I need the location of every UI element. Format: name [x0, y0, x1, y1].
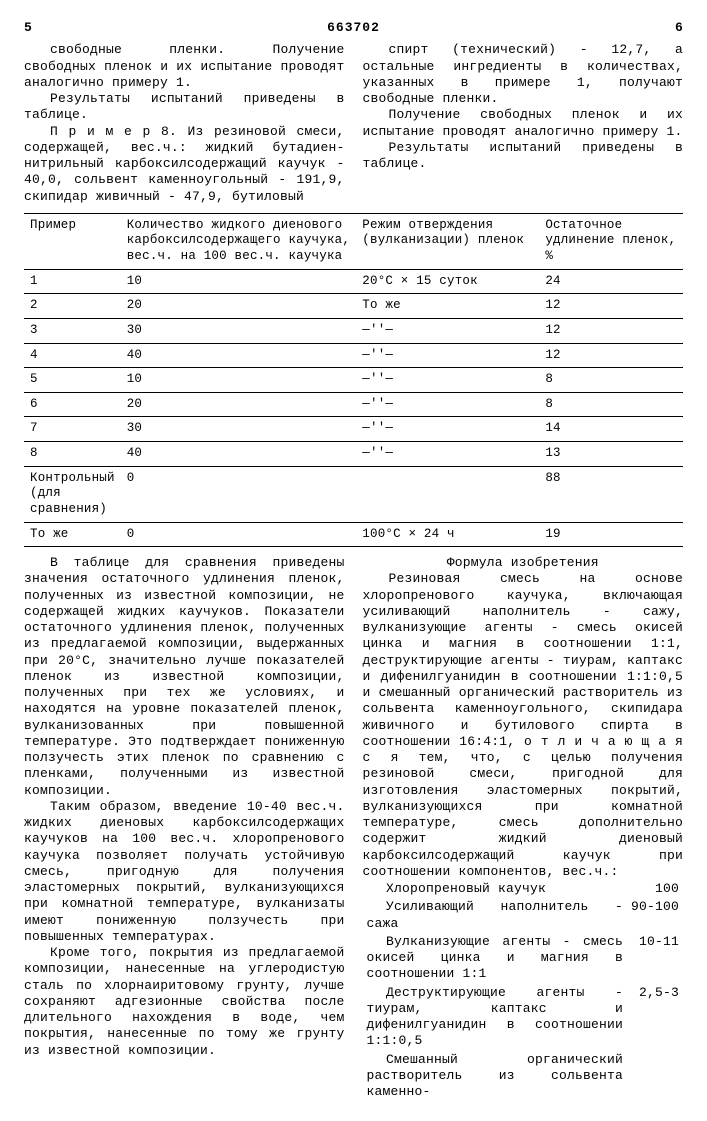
table-cell: —''— [356, 417, 539, 442]
table-cell: 40 [121, 343, 357, 368]
recipe-value: 10-11 [627, 933, 683, 984]
recipe-row: Деструктирующие агенты - тиурам, каптакс… [363, 984, 684, 1051]
recipe-value: 100 [627, 880, 683, 898]
paragraph: П р и м е р 8. Из резиновой смеси, содер… [24, 124, 345, 205]
table-cell: 8 [539, 368, 683, 393]
table-row: 510—''—8 [24, 368, 683, 393]
table-cell: 40 [121, 442, 357, 467]
top-columns: свободные пленки. Получение свободных пл… [24, 42, 683, 205]
table-cell: 30 [121, 318, 357, 343]
table-cell: 14 [539, 417, 683, 442]
bottom-left-col: В таблице для сравнения приведены значен… [24, 555, 345, 1101]
recipe-name: Усиливающий наполнитель - сажа [363, 898, 627, 933]
table-cell: —''— [356, 392, 539, 417]
paragraph: Таким образом, введение 10-40 вес.ч. жид… [24, 799, 345, 945]
paragraph: Результаты испытаний приведены в таблице… [24, 91, 345, 124]
page-num-right: 6 [675, 20, 683, 36]
paragraph: В таблице для сравнения приведены значен… [24, 555, 345, 799]
table-header: Количество жидкого диенового карбоксилсо… [121, 213, 357, 269]
bottom-right-col: Формула изобретения Резиновая смесь на о… [363, 555, 684, 1101]
table-cell: То же [356, 294, 539, 319]
table-cell [356, 466, 539, 522]
recipe-value [627, 1051, 683, 1102]
table-cell: 24 [539, 269, 683, 294]
recipe-row: Усиливающий наполнитель - сажа90-100 [363, 898, 684, 933]
recipe-row: Хлоропреновый каучук100 [363, 880, 684, 898]
paragraph: Кроме того, покрытия из предлагаемой ком… [24, 945, 345, 1059]
top-right-col: спирт (технический) - 12,7, а остальные … [363, 42, 684, 205]
table-cell: 100°С × 24 ч [356, 522, 539, 547]
table-row: 11020°С × 15 суток24 [24, 269, 683, 294]
table-cell: —''— [356, 318, 539, 343]
recipe-name: Деструктирующие агенты - тиурам, каптакс… [363, 984, 627, 1051]
table-cell: 3 [24, 318, 121, 343]
paragraph: спирт (технический) - 12,7, а остальные … [363, 42, 684, 107]
bottom-columns: В таблице для сравнения приведены значен… [24, 555, 683, 1101]
patent-number: 663702 [327, 20, 380, 36]
table-row: 840—''—13 [24, 442, 683, 467]
table-cell: 12 [539, 318, 683, 343]
recipe-row: Смешанный органический растворитель из с… [363, 1051, 684, 1102]
recipe-name: Вулканизующие агенты - смесь окисей цинк… [363, 933, 627, 984]
table-cell: 1 [24, 269, 121, 294]
page-header: 5 663702 6 [24, 20, 683, 36]
table-cell: 13 [539, 442, 683, 467]
recipe-name: Смешанный органический растворитель из с… [363, 1051, 627, 1102]
table-cell: —''— [356, 368, 539, 393]
table-cell: Контрольный (для сравнения) [24, 466, 121, 522]
table-row: Контрольный (для сравнения)0 88 [24, 466, 683, 522]
table-cell: 6 [24, 392, 121, 417]
table-row: 440—''—12 [24, 343, 683, 368]
paragraph: Результаты испытаний приведены в таблице… [363, 140, 684, 173]
table-header: Пример [24, 213, 121, 269]
formula-title: Формула изобретения [363, 555, 684, 571]
table-header: Режим отверждения (вулканизации) пленок [356, 213, 539, 269]
table-cell: —''— [356, 442, 539, 467]
recipe-row: Вулканизующие агенты - смесь окисей цинк… [363, 933, 684, 984]
recipe-table: Хлоропреновый каучук100Усиливающий напол… [363, 880, 684, 1101]
table-cell: 0 [121, 522, 357, 547]
results-table: Пример Количество жидкого диенового карб… [24, 213, 683, 547]
recipe-value: 2,5-3 [627, 984, 683, 1051]
table-cell: То же [24, 522, 121, 547]
table-cell: 88 [539, 466, 683, 522]
table-header: Остаточное удлинение пленок, % [539, 213, 683, 269]
table-cell: 10 [121, 368, 357, 393]
table-row: 220То же12 [24, 294, 683, 319]
table-cell: 10 [121, 269, 357, 294]
table-cell: 30 [121, 417, 357, 442]
table-cell: 4 [24, 343, 121, 368]
table-row: 730—''—14 [24, 417, 683, 442]
recipe-value: 90-100 [627, 898, 683, 933]
table-cell: 8 [539, 392, 683, 417]
table-cell: 2 [24, 294, 121, 319]
table-cell: 20 [121, 294, 357, 319]
table-cell: 7 [24, 417, 121, 442]
top-left-col: свободные пленки. Получение свободных пл… [24, 42, 345, 205]
table-row: 330—''—12 [24, 318, 683, 343]
table-cell: 5 [24, 368, 121, 393]
page-num-left: 5 [24, 20, 32, 36]
table-cell: 8 [24, 442, 121, 467]
table-cell: 12 [539, 294, 683, 319]
table-cell: 20 [121, 392, 357, 417]
formula-text: Резиновая смесь на основе хлоропренового… [363, 571, 684, 880]
table-cell: —''— [356, 343, 539, 368]
table-cell: 19 [539, 522, 683, 547]
recipe-name: Хлоропреновый каучук [363, 880, 627, 898]
table-cell: 20°С × 15 суток [356, 269, 539, 294]
paragraph: свободные пленки. Получение свободных пл… [24, 42, 345, 91]
paragraph: Получение свободных пленок и их испытани… [363, 107, 684, 140]
table-row: 620—''—8 [24, 392, 683, 417]
table-row: То же0100°С × 24 ч19 [24, 522, 683, 547]
table-cell: 0 [121, 466, 357, 522]
table-cell: 12 [539, 343, 683, 368]
